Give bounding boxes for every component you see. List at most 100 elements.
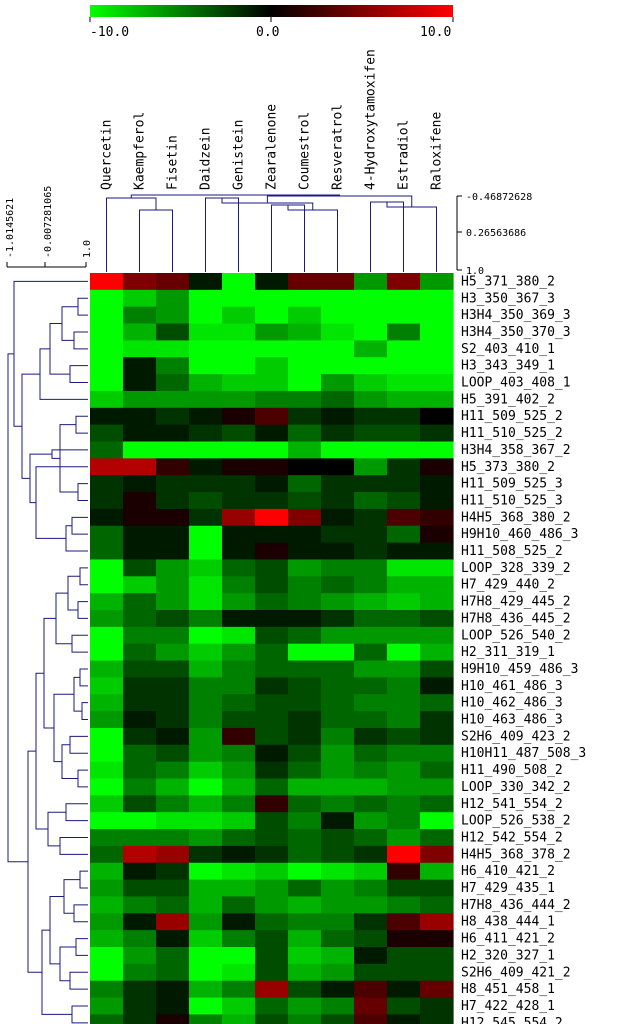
- heatmap-cell: [222, 542, 256, 561]
- dendrogram-branch: [75, 415, 88, 434]
- heatmap-cell: [123, 357, 157, 375]
- heatmap-cell: [189, 576, 223, 594]
- heatmap-cell: [288, 795, 322, 813]
- row-label: S2_403_410_1: [461, 342, 555, 357]
- dendrogram-branch: [271, 204, 305, 272]
- heatmap-cell: [189, 795, 223, 813]
- heatmap-cell: [189, 508, 223, 527]
- heatmap-cell: [123, 424, 157, 443]
- heatmap-cell: [123, 829, 157, 847]
- heatmap-cell: [288, 643, 322, 662]
- heatmap-cell: [420, 744, 454, 763]
- heatmap-cell: [420, 508, 454, 527]
- heatmap-cell: [156, 947, 190, 965]
- heatmap-cell: [387, 1014, 421, 1024]
- heatmap-cell: [321, 727, 355, 746]
- heatmap-cell: [321, 525, 355, 544]
- heatmap-cell: [387, 576, 421, 594]
- heatmap-cell: [387, 778, 421, 796]
- dendrogram-branch: [71, 1005, 88, 1024]
- heatmap-cell: [123, 340, 157, 358]
- heatmap-cell: [189, 542, 223, 561]
- heatmap-cell: [255, 593, 289, 611]
- heatmap-cell: [189, 593, 223, 611]
- heatmap-cell: [387, 475, 421, 493]
- heatmap-cell: [123, 711, 157, 729]
- heatmap-cell: [189, 559, 223, 577]
- row-label: H10_461_486_3: [461, 679, 563, 694]
- heatmap-cell: [321, 542, 355, 561]
- heatmap-cell: [387, 390, 421, 409]
- heatmap-cell: [156, 273, 190, 291]
- heatmap-cell: [387, 845, 421, 864]
- heatmap-cell: [255, 812, 289, 830]
- heatmap-cell: [156, 761, 190, 780]
- heatmap-cell: [123, 525, 157, 544]
- heatmap-cell: [189, 829, 223, 847]
- row-label: H10_462_486_3: [461, 696, 563, 711]
- heatmap-cell: [123, 761, 157, 780]
- heatmap-cell: [420, 458, 454, 476]
- heatmap-cell: [156, 744, 190, 763]
- heatmap-cell: [123, 643, 157, 662]
- heatmap-cell: [321, 559, 355, 577]
- row-dendrogram: [7, 280, 88, 1024]
- dendrogram-branch: [73, 331, 88, 350]
- heatmap-cell: [222, 273, 256, 291]
- heatmap-cell: [288, 542, 322, 561]
- row-label: H7_429_435_1: [461, 881, 555, 896]
- heatmap-cell: [123, 610, 157, 628]
- heatmap-cell: [222, 947, 256, 965]
- dendrogram-branch: [55, 592, 72, 645]
- heatmap-cell: [222, 1014, 256, 1024]
- column-label: Fisetin: [166, 135, 181, 190]
- heatmap-cell: [222, 795, 256, 813]
- dendrogram-branch: [77, 769, 88, 788]
- heatmap-cell: [123, 576, 157, 594]
- heatmap-cell: [156, 845, 190, 864]
- row-label: H8_438_444_1: [461, 915, 555, 930]
- heatmap-cell: [420, 896, 454, 914]
- dendrogram-branch: [73, 676, 82, 712]
- dendrogram-branch: [49, 323, 70, 375]
- row-label: H11_510_525_3: [461, 493, 563, 508]
- heatmap-cell: [90, 963, 124, 982]
- row-label: H3H4_350_370_3: [461, 325, 571, 340]
- heatmap-cell: [90, 930, 124, 948]
- heatmap-cell: [156, 390, 190, 409]
- heatmap-cell: [354, 559, 388, 577]
- heatmap-cell: [354, 374, 388, 392]
- row-label: H10H11_487_508_3: [461, 746, 586, 761]
- dendrogram-branch: [287, 205, 338, 272]
- heatmap-cell: [288, 997, 322, 1015]
- heatmap-cell: [255, 879, 289, 898]
- heatmap-cell: [156, 1014, 190, 1024]
- heatmap-cell: [387, 744, 421, 763]
- heatmap-cell: [90, 812, 124, 830]
- heatmap-cell: [288, 610, 322, 628]
- heatmap-cell: [354, 829, 388, 847]
- heatmap-cell: [156, 289, 190, 308]
- heatmap-cell: [420, 711, 454, 729]
- heatmap-cell: [156, 626, 190, 645]
- heatmap-cell: [354, 677, 388, 695]
- heatmap-cell: [90, 424, 124, 443]
- heatmap-cell: [156, 610, 190, 628]
- heatmap-cell: [90, 778, 124, 796]
- heatmap-cell: [222, 407, 256, 426]
- heatmap-cell: [222, 694, 256, 712]
- heatmap-cell: [123, 913, 157, 931]
- heatmap-cell: [321, 795, 355, 813]
- heatmap-cell: [189, 963, 223, 982]
- heatmap-cell: [156, 643, 190, 662]
- heatmap-cell: [387, 289, 421, 308]
- row-label: H12_542_554_2: [461, 830, 563, 845]
- dendrogram-branch: [75, 938, 88, 956]
- heatmap-cell: [123, 273, 157, 291]
- heatmap-cell: [156, 340, 190, 358]
- heatmap-cell: [354, 542, 388, 561]
- heatmap-cell: [90, 761, 124, 780]
- heatmap-cell: [288, 896, 322, 914]
- heatmap-cell: [420, 492, 454, 510]
- heatmap-cell: [387, 677, 421, 695]
